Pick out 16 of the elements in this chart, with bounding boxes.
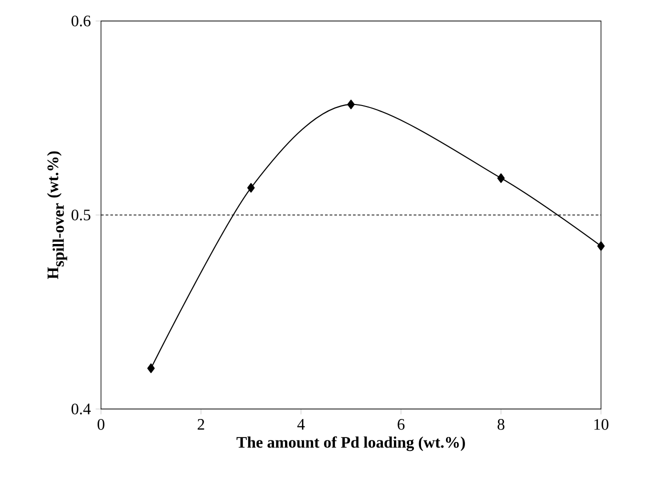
x-axis-title: The amount of Pd loading (wt.%) bbox=[236, 436, 465, 452]
x-tick-label: 6 bbox=[398, 419, 405, 430]
x-tick-label: 0 bbox=[98, 419, 104, 430]
point bbox=[247, 183, 255, 193]
point bbox=[147, 363, 155, 374]
y-tick-label: 0.6 bbox=[72, 16, 90, 26]
x-tick-label: 10 bbox=[594, 419, 608, 430]
point bbox=[597, 241, 605, 251]
x-tick-label: 2 bbox=[198, 419, 204, 430]
point bbox=[497, 173, 505, 183]
y-axis-title: $\textbf{H}_{\textbf{spill-over}}\ \textbf{(wt.\%)}$ bbox=[47, 151, 68, 280]
x-tick-label: 4 bbox=[297, 419, 305, 430]
y-tick-label: 0.5 bbox=[72, 210, 90, 220]
point bbox=[347, 100, 355, 110]
y-tick-label: 0.4 bbox=[72, 404, 91, 414]
x-tick-label: 8 bbox=[498, 419, 504, 430]
